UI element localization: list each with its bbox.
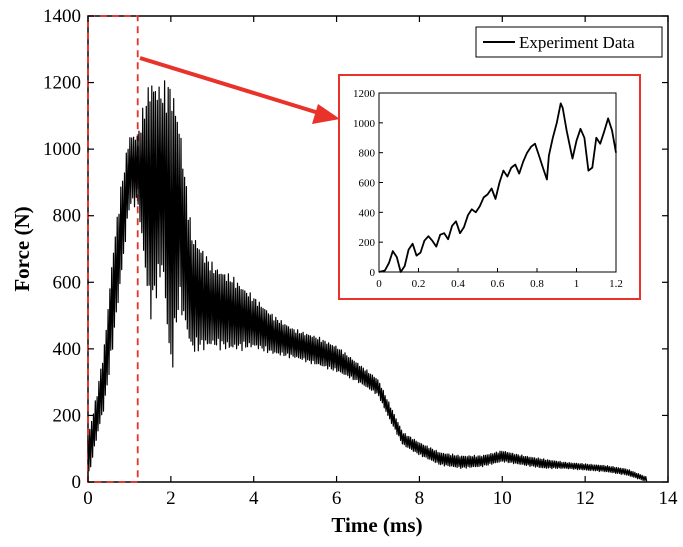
zoom-arrow-line [139,56,323,116]
inset-x-tick-label: 0.4 [451,278,465,290]
inset-outer-frame [338,74,641,300]
inset-y-tick-label: 400 [359,207,376,219]
y-tick-label: 1400 [43,6,81,27]
x-tick-label: 12 [576,488,595,509]
inset-y-tick-label: 0 [370,267,376,279]
y-tick-label: 1200 [43,73,81,94]
inset-x-tick-label: 0 [376,278,382,290]
y-tick-label: 800 [53,206,82,227]
inset-x-tick-label: 1 [574,278,580,290]
x-tick-label: 6 [332,488,342,509]
legend: Experiment Data [475,26,663,58]
inset-y-ticks: 0 200 400 600 800 1000 1200 [353,88,383,279]
x-tick-label: 2 [166,488,176,509]
y-tick-label: 0 [72,472,82,493]
highlight-region [87,15,139,483]
x-tick-label: 10 [493,488,512,509]
inset-x-tick-label: 0.8 [530,278,544,290]
inset-x-tick-label: 0.2 [412,278,426,290]
main-x-ticks: 0 2 4 6 8 10 12 14 [83,16,678,509]
x-axis-title: Time (ms) [331,513,422,537]
x-tick-label: 8 [415,488,425,509]
y-tick-label: 1000 [43,139,81,160]
x-tick-label: 0 [83,488,93,509]
inset-x-ticks: 0 0.2 0.4 0.6 0.8 1 1.2 [376,268,623,290]
y-tick-label: 400 [53,339,82,360]
legend-label: Experiment Data [519,33,635,52]
inset-y-tick-label: 800 [359,148,376,160]
x-tick-label: 14 [659,488,679,509]
inset-x-tick-label: 1.2 [609,278,623,290]
y-tick-label: 200 [53,405,82,426]
y-axis-title: Force (N) [10,206,34,291]
main-series-line [87,80,648,482]
inset-y-tick-label: 1200 [353,88,376,100]
x-tick-label: 4 [249,488,259,509]
y-tick-label: 600 [53,272,82,293]
zoom-arrow-head [312,104,340,124]
inset-y-tick-label: 600 [359,178,376,190]
inset-series-line [378,102,617,273]
inset-y-tick-label: 200 [359,237,376,249]
inset-x-tick-label: 0.6 [491,278,505,290]
inset-y-tick-label: 1000 [353,118,376,130]
